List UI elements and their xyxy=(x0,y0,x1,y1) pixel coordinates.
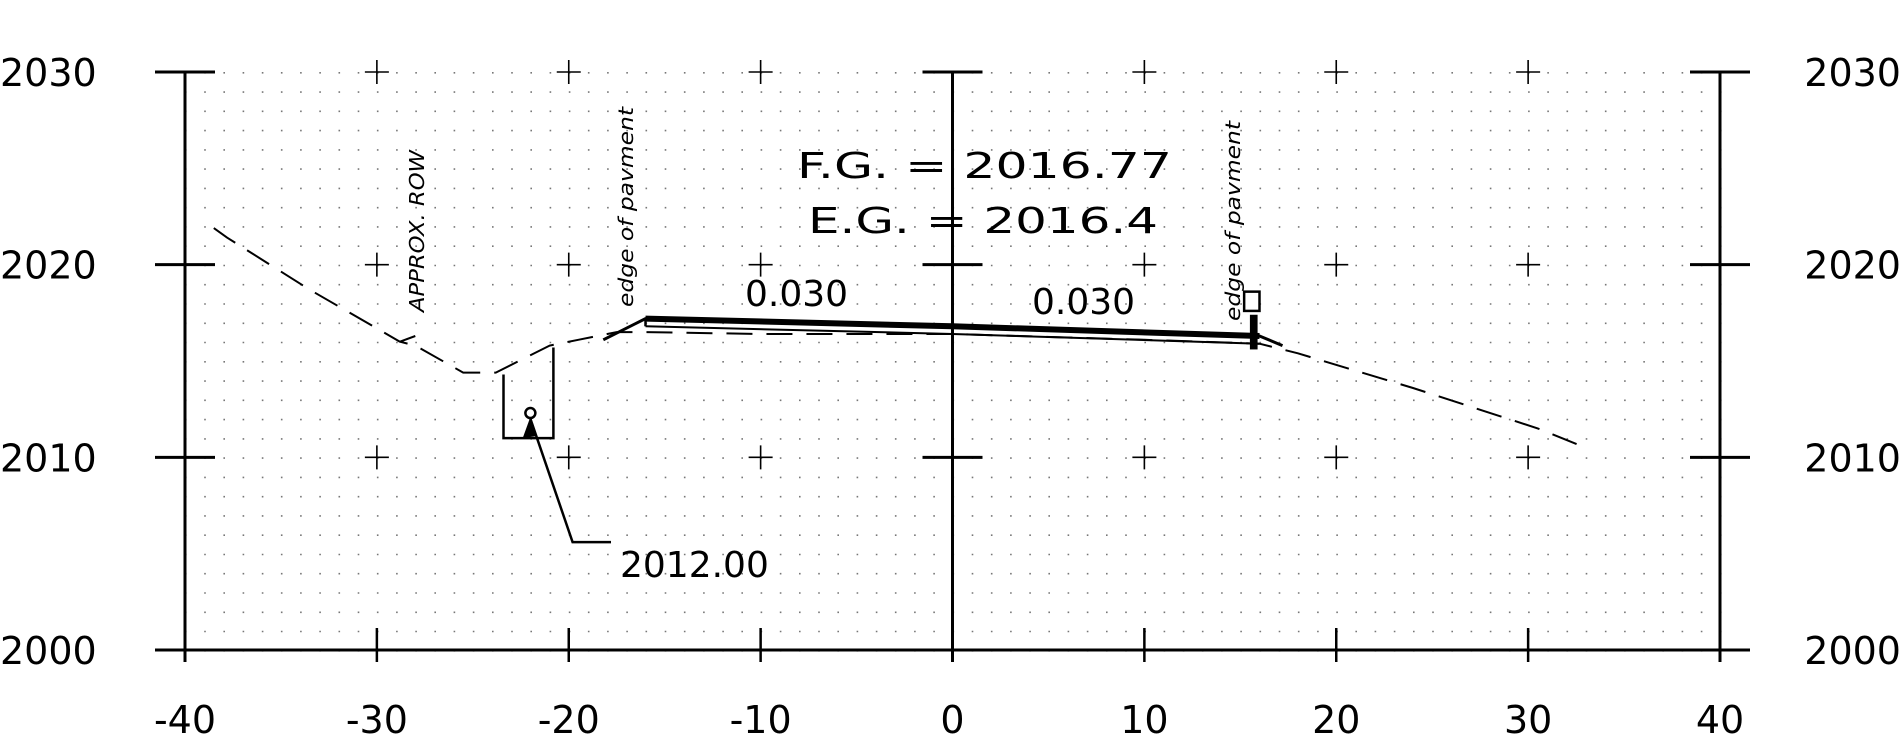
y-tick-label-right: 2020 xyxy=(1804,244,1901,288)
x-tick-label: 40 xyxy=(1696,698,1744,739)
y-axis-ticks: 2000 2000 2010 2010 2020 2020 2030 2030 xyxy=(0,51,1901,673)
grid-cross xyxy=(1132,445,1157,470)
x-tick-label: -20 xyxy=(538,698,600,739)
grid-cross xyxy=(364,252,389,277)
x-tick-label: 30 xyxy=(1504,698,1552,739)
existing-grade-label: E.G. = 2016.4 xyxy=(808,201,1158,242)
row-marker xyxy=(399,335,416,343)
y-tick-label-left: 2000 xyxy=(0,629,97,673)
pipe-leader-arrowhead xyxy=(522,416,537,439)
y-tick-label-left: 2030 xyxy=(0,51,97,95)
grid-cross xyxy=(1324,60,1349,84)
grid-cross xyxy=(556,445,581,470)
edge-of-pavement-label-right: edge of pavment xyxy=(1221,120,1245,321)
pavement-bottom xyxy=(645,325,1260,345)
y-tick-label-left: 2020 xyxy=(0,244,97,288)
slope-label-left: 0.030 xyxy=(745,274,848,315)
grid-cross xyxy=(364,60,389,84)
plot-frame xyxy=(155,60,1750,662)
slope-label-right: 0.030 xyxy=(1032,282,1135,323)
grid-cross xyxy=(1132,60,1157,84)
grid-cross xyxy=(1516,445,1541,470)
x-tick-label: -10 xyxy=(730,698,792,739)
grid-cross xyxy=(364,445,389,470)
y-tick-label-right: 2010 xyxy=(1804,436,1901,480)
x-tick-label: -40 xyxy=(154,698,216,739)
y-tick-label-right: 2000 xyxy=(1804,629,1901,673)
x-tick-label: 10 xyxy=(1120,698,1168,739)
grid-cross xyxy=(1516,252,1541,277)
curb-post-top xyxy=(1242,290,1261,313)
curb-post-stem xyxy=(1249,314,1258,350)
pipe-leader-line xyxy=(529,418,611,544)
grid-cross xyxy=(748,445,773,470)
x-tick-label: 0 xyxy=(940,698,964,739)
x-axis-ticks: -40 -30 -20 -10 0 10 20 30 40 xyxy=(154,698,1744,739)
grid-cross xyxy=(748,252,773,277)
grid-cross xyxy=(1516,60,1541,84)
grid-cross xyxy=(1324,252,1349,277)
pipe-trench-box xyxy=(502,347,555,440)
grid-cross xyxy=(1132,252,1157,277)
grid-cross xyxy=(556,252,581,277)
pipe-elevation-label: 2012.00 xyxy=(620,545,769,586)
finish-grade-label: F.G. = 2016.77 xyxy=(797,146,1172,187)
pavement-top xyxy=(645,315,1260,339)
grid-cross xyxy=(748,60,773,84)
y-tick-label-left: 2010 xyxy=(0,436,97,480)
y-tick-label-right: 2030 xyxy=(1804,51,1901,95)
x-tick-label: -30 xyxy=(346,698,408,739)
edge-of-pavement-label-left: edge of pavment xyxy=(614,106,638,307)
approx-row-label: APPROX. ROW xyxy=(405,149,429,315)
grid-cross xyxy=(556,60,581,84)
grid-cross xyxy=(1324,445,1349,470)
pipe-circle xyxy=(524,406,537,420)
drawn-features xyxy=(399,290,1261,544)
x-tick-label: 20 xyxy=(1312,698,1360,739)
